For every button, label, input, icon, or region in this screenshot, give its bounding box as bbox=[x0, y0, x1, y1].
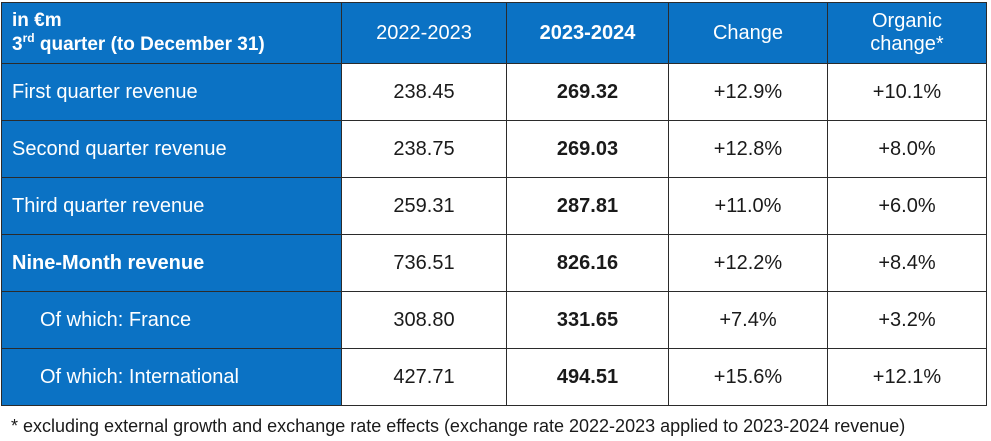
header-quarter-suffix: rd bbox=[22, 30, 35, 45]
cell-2022-2023: 238.75 bbox=[341, 120, 507, 178]
header-unit: in €m bbox=[12, 10, 62, 31]
cell-organic-change: +8.4% bbox=[827, 234, 987, 292]
table-row: First quarter revenue 238.45 269.32 +12.… bbox=[1, 63, 987, 121]
cell-organic-change: +3.2% bbox=[827, 291, 987, 349]
header-quarter-number: 3 bbox=[12, 34, 23, 55]
header-2022-2023: 2022-2023 bbox=[341, 2, 507, 64]
cell-change: +12.9% bbox=[668, 63, 828, 121]
row-label: Of which: International bbox=[1, 348, 342, 406]
cell-change: +12.8% bbox=[668, 120, 828, 178]
cell-change: +15.6% bbox=[668, 348, 828, 406]
table-row: Nine-Month revenue 736.51 826.16 +12.2% … bbox=[1, 234, 987, 292]
cell-2023-2024: 269.03 bbox=[506, 120, 669, 178]
header-organic-line1: Organic bbox=[871, 10, 943, 32]
cell-change: +11.0% bbox=[668, 177, 828, 235]
cell-2022-2023: 259.31 bbox=[341, 177, 507, 235]
table-row: Third quarter revenue 259.31 287.81 +11.… bbox=[1, 177, 987, 235]
cell-change: +12.2% bbox=[668, 234, 828, 292]
table-row: Of which: France 308.80 331.65 +7.4% +3.… bbox=[1, 291, 987, 349]
header-period-label: in €m 3rd quarter (to December 31) bbox=[1, 2, 342, 64]
cell-organic-change: +12.1% bbox=[827, 348, 987, 406]
table-body: First quarter revenue 238.45 269.32 +12.… bbox=[1, 63, 987, 406]
cell-2023-2024: 494.51 bbox=[506, 348, 669, 406]
row-label: Nine-Month revenue bbox=[1, 234, 342, 292]
cell-organic-change: +6.0% bbox=[827, 177, 987, 235]
header-row: in €m 3rd quarter (to December 31) 2022-… bbox=[1, 2, 987, 64]
cell-change: +7.4% bbox=[668, 291, 828, 349]
cell-organic-change: +8.0% bbox=[827, 120, 987, 178]
header-2023-2024: 2023-2024 bbox=[506, 2, 669, 64]
header-quarter: 3rd quarter (to December 31) bbox=[12, 30, 341, 57]
cell-2023-2024: 826.16 bbox=[506, 234, 669, 292]
cell-2022-2023: 238.45 bbox=[341, 63, 507, 121]
header-change: Change bbox=[668, 2, 828, 64]
cell-2023-2024: 331.65 bbox=[506, 291, 669, 349]
table-row: Second quarter revenue 238.75 269.03 +12… bbox=[1, 120, 987, 178]
cell-2023-2024: 269.32 bbox=[506, 63, 669, 121]
cell-2022-2023: 308.80 bbox=[341, 291, 507, 349]
cell-organic-change: +10.1% bbox=[827, 63, 987, 121]
table-row: Of which: International 427.71 494.51 +1… bbox=[1, 348, 987, 406]
header-organic-change: Organic change* bbox=[827, 2, 987, 64]
footnote: * excluding external growth and exchange… bbox=[11, 416, 906, 436]
table-header: in €m 3rd quarter (to December 31) 2022-… bbox=[1, 2, 987, 64]
cell-2022-2023: 736.51 bbox=[341, 234, 507, 292]
cell-2023-2024: 287.81 bbox=[506, 177, 669, 235]
header-quarter-text: quarter (to December 31) bbox=[34, 34, 265, 55]
row-label: Third quarter revenue bbox=[1, 177, 342, 235]
row-label: First quarter revenue bbox=[1, 63, 342, 121]
row-label: Of which: France bbox=[1, 291, 342, 349]
row-label: Second quarter revenue bbox=[1, 120, 342, 178]
cell-2022-2023: 427.71 bbox=[341, 348, 507, 406]
revenue-table-container: in €m 3rd quarter (to December 31) 2022-… bbox=[1, 2, 987, 406]
revenue-table: in €m 3rd quarter (to December 31) 2022-… bbox=[1, 2, 987, 406]
header-organic-line2: change* bbox=[870, 33, 944, 55]
